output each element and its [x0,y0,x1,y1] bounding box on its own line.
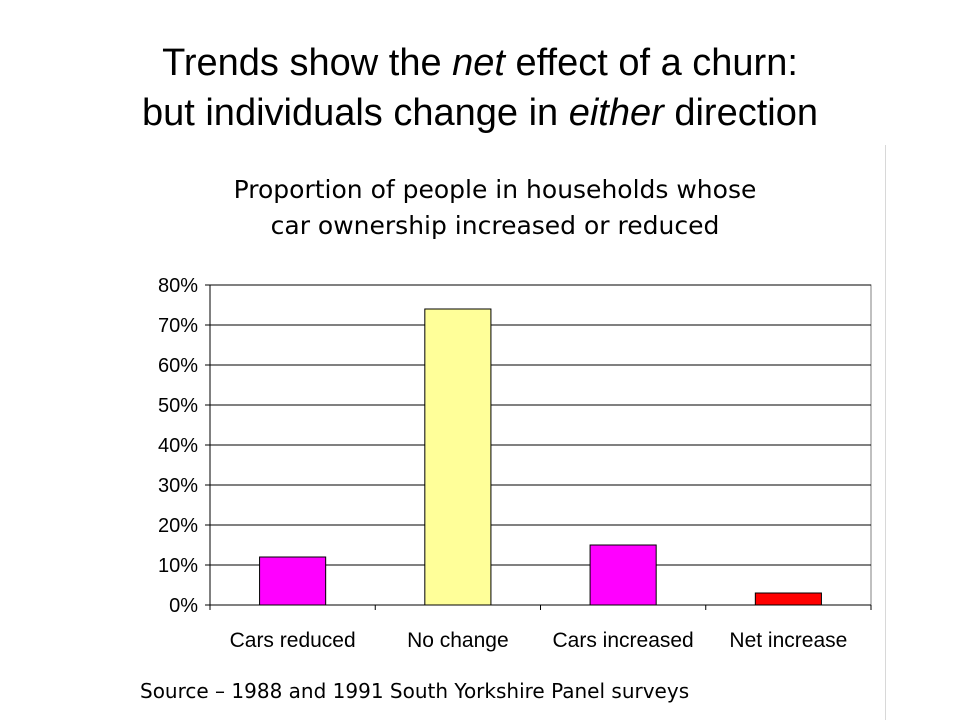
title-emphasis: net [452,42,505,84]
title-text: but individuals change in [141,92,569,134]
title-text: direction [663,92,818,134]
y-tick-label: 60% [158,355,198,377]
slide-title: Trends show the net effect of a churn: b… [0,38,960,138]
source-note: Source – 1988 and 1991 South Yorkshire P… [140,679,690,703]
slide-title-line-2: but individuals change in either directi… [0,88,960,138]
chart-title-line-2: car ownership increased or reduced [270,211,720,240]
chart-title-line-1: Proportion of people in households whose [233,175,757,204]
title-text: effect of a churn: [504,42,798,84]
y-tick-label: 30% [158,475,198,497]
title-emphasis: either [568,92,664,134]
x-tick-label: Cars increased [553,629,694,652]
chart-title: Proportion of people in households whose… [150,172,840,244]
y-tick-label: 50% [158,395,198,417]
divider-line [885,145,886,720]
y-tick-label: 0% [169,595,198,617]
x-tick-label: Net increase [729,629,847,652]
slide-title-line-1: Trends show the net effect of a churn: [0,38,960,88]
y-tick-label: 70% [158,315,198,337]
y-tick-label: 80% [158,275,198,297]
y-tick-label: 10% [158,555,198,577]
x-tick-label: Cars reduced [230,629,356,652]
y-tick-label: 40% [158,435,198,457]
bar-no-change [424,308,492,606]
bar-cars-reduced [259,556,327,606]
bar-net-increase [754,592,822,606]
title-text: Trends show the [162,42,453,84]
x-tick-label: No change [407,629,509,652]
bar-cars-increased [589,544,657,606]
y-tick-label: 20% [158,515,198,537]
